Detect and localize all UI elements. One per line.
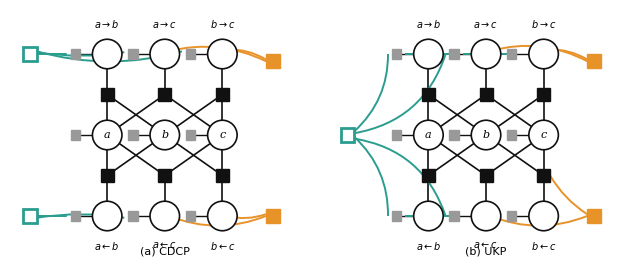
Text: c: c xyxy=(220,130,225,140)
FancyBboxPatch shape xyxy=(23,209,36,223)
Text: a: a xyxy=(104,130,111,140)
Circle shape xyxy=(207,120,237,150)
Bar xyxy=(186,130,195,140)
FancyBboxPatch shape xyxy=(23,47,36,61)
Circle shape xyxy=(413,201,443,231)
Circle shape xyxy=(207,39,237,69)
Bar xyxy=(422,88,435,101)
Circle shape xyxy=(92,39,122,69)
Bar xyxy=(70,130,80,140)
Text: $b \rightarrow c$: $b \rightarrow c$ xyxy=(210,18,235,30)
Text: a: a xyxy=(425,130,432,140)
Bar xyxy=(449,49,459,59)
Text: $a \rightarrow b$: $a \rightarrow b$ xyxy=(94,18,120,30)
Bar xyxy=(507,211,516,221)
Text: $a \leftarrow c$: $a \leftarrow c$ xyxy=(152,240,177,250)
Text: $a \leftarrow b$: $a \leftarrow b$ xyxy=(94,240,120,252)
Bar xyxy=(216,88,229,101)
Circle shape xyxy=(471,201,500,231)
Bar xyxy=(186,49,195,59)
Text: $b \leftarrow c$: $b \leftarrow c$ xyxy=(210,240,235,252)
Bar xyxy=(266,209,280,223)
Text: $a \rightarrow c$: $a \rightarrow c$ xyxy=(474,20,499,30)
Text: c: c xyxy=(541,130,547,140)
Bar xyxy=(128,211,138,221)
Bar xyxy=(70,211,80,221)
Circle shape xyxy=(471,39,500,69)
Bar xyxy=(422,169,435,182)
Bar xyxy=(128,130,138,140)
Bar xyxy=(158,88,172,101)
Bar xyxy=(449,211,459,221)
Bar xyxy=(537,88,550,101)
Text: $a \rightarrow c$: $a \rightarrow c$ xyxy=(152,20,177,30)
Circle shape xyxy=(529,201,558,231)
Bar xyxy=(392,130,401,140)
Bar xyxy=(479,169,493,182)
Circle shape xyxy=(529,120,558,150)
Circle shape xyxy=(150,120,180,150)
Circle shape xyxy=(207,201,237,231)
Circle shape xyxy=(150,201,180,231)
Bar xyxy=(100,169,114,182)
Bar xyxy=(70,49,80,59)
Bar xyxy=(587,54,601,68)
Text: $b \rightarrow c$: $b \rightarrow c$ xyxy=(531,18,556,30)
Circle shape xyxy=(92,201,122,231)
Text: (a) CDCP: (a) CDCP xyxy=(140,247,189,256)
Text: $a \rightarrow b$: $a \rightarrow b$ xyxy=(415,18,441,30)
Bar xyxy=(537,169,550,182)
Circle shape xyxy=(150,39,180,69)
Bar xyxy=(216,169,229,182)
Bar xyxy=(507,49,516,59)
Bar xyxy=(392,49,401,59)
Circle shape xyxy=(92,120,122,150)
Bar xyxy=(266,54,280,68)
Text: b: b xyxy=(161,130,168,140)
Bar xyxy=(392,211,401,221)
Bar xyxy=(186,211,195,221)
Bar xyxy=(158,169,172,182)
Bar xyxy=(587,209,601,223)
Circle shape xyxy=(413,120,443,150)
Bar xyxy=(449,130,459,140)
Bar xyxy=(507,130,516,140)
Bar xyxy=(128,49,138,59)
Text: b: b xyxy=(483,130,490,140)
Circle shape xyxy=(413,39,443,69)
Text: $b \leftarrow c$: $b \leftarrow c$ xyxy=(531,240,556,252)
Circle shape xyxy=(471,120,500,150)
Bar xyxy=(100,88,114,101)
Text: (b) UKP: (b) UKP xyxy=(465,247,507,256)
Circle shape xyxy=(529,39,558,69)
Text: $a \leftarrow b$: $a \leftarrow b$ xyxy=(415,240,441,252)
Bar xyxy=(479,88,493,101)
FancyBboxPatch shape xyxy=(340,128,355,142)
Text: $a \leftarrow c$: $a \leftarrow c$ xyxy=(474,240,499,250)
